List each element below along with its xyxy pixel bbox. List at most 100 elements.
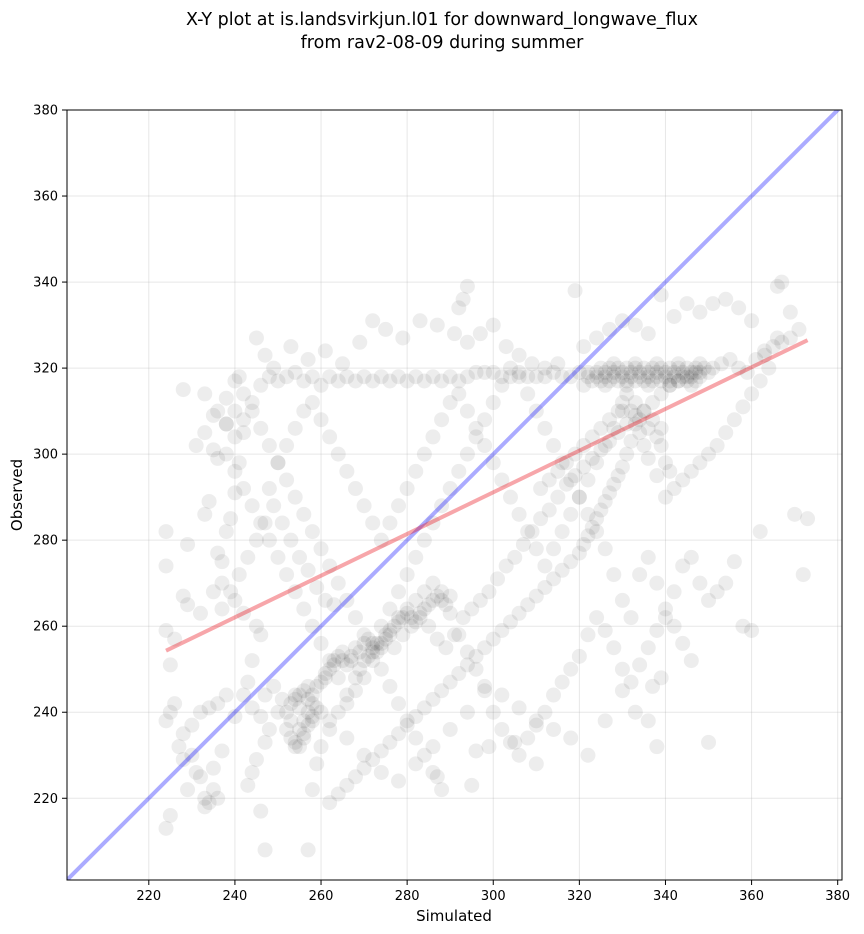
data-point: [692, 364, 708, 380]
data-point: [679, 369, 695, 385]
data-point: [205, 407, 221, 423]
data-point: [800, 511, 816, 527]
data-point: [429, 317, 445, 333]
data-point: [382, 627, 398, 643]
data-point: [287, 734, 303, 750]
data-point: [227, 463, 243, 479]
data-point: [227, 403, 243, 419]
data-point: [326, 653, 342, 669]
data-point: [257, 842, 273, 858]
data-point: [416, 601, 432, 617]
data-point: [494, 623, 510, 639]
data-point: [236, 605, 252, 621]
data-point: [378, 321, 394, 337]
data-point: [726, 554, 742, 570]
data-point: [769, 330, 785, 346]
data-point: [524, 524, 540, 540]
data-point: [391, 696, 407, 712]
data-point: [317, 592, 333, 608]
data-point: [304, 713, 320, 729]
data-point: [692, 369, 708, 385]
data-point: [546, 541, 562, 557]
data-point: [459, 278, 475, 294]
data-point: [675, 364, 691, 380]
data-point: [158, 524, 174, 540]
data-point: [330, 786, 346, 802]
data-point: [597, 713, 613, 729]
data-point: [382, 623, 398, 639]
data-point: [236, 481, 252, 497]
data-point: [511, 506, 527, 522]
plot-frame: [66, 109, 843, 881]
data-point: [416, 532, 432, 548]
data-point: [498, 339, 514, 355]
data-point: [580, 472, 596, 488]
data-point: [382, 515, 398, 531]
data-point: [619, 446, 635, 462]
data-point: [266, 360, 282, 376]
data-point: [356, 498, 372, 514]
data-point: [408, 549, 424, 565]
data-point: [563, 369, 579, 385]
data-point: [425, 369, 441, 385]
data-point: [636, 373, 652, 389]
data-point: [606, 567, 622, 583]
data-point: [292, 549, 307, 565]
data-point: [236, 687, 252, 703]
data-point: [416, 373, 432, 389]
data-point: [339, 696, 355, 712]
data-point: [688, 364, 704, 380]
data-point: [352, 644, 368, 660]
data-point: [787, 506, 803, 522]
data-point: [373, 743, 389, 759]
data-point: [546, 687, 562, 703]
data-point: [205, 442, 221, 458]
data-point: [580, 627, 596, 643]
data-point: [636, 403, 652, 419]
data-point: [425, 691, 441, 707]
data-point: [589, 524, 605, 540]
data-point: [701, 592, 717, 608]
data-point: [279, 369, 295, 385]
data-point: [632, 657, 648, 673]
data-point: [158, 623, 174, 639]
data-point: [709, 584, 725, 600]
data-point: [304, 524, 320, 540]
data-point: [477, 364, 493, 380]
data-point: [322, 713, 338, 729]
data-point: [537, 579, 553, 595]
data-point: [197, 790, 213, 806]
data-point: [571, 364, 587, 380]
data-point: [253, 627, 269, 643]
data-point: [679, 296, 695, 312]
data-point: [722, 351, 738, 367]
data-point: [313, 412, 329, 428]
data-point: [675, 369, 691, 385]
data-point: [511, 347, 527, 363]
data-point: [653, 670, 669, 686]
data-point: [662, 360, 678, 376]
data-point: [356, 670, 372, 686]
data-point: [623, 674, 639, 690]
data-point: [442, 395, 458, 411]
data-point: [610, 373, 626, 389]
data-point: [520, 369, 536, 385]
data-point: [485, 455, 501, 471]
data-point: [679, 360, 695, 376]
data-point: [468, 743, 484, 759]
data-point: [602, 360, 617, 376]
data-point: [399, 717, 415, 733]
data-point: [675, 558, 691, 574]
data-point: [322, 721, 338, 737]
data-point: [313, 541, 329, 557]
data-point: [765, 339, 781, 355]
data-point: [391, 614, 407, 630]
data-point: [218, 446, 234, 462]
data-point: [623, 610, 639, 626]
data-point: [662, 463, 678, 479]
data-point: [373, 764, 389, 780]
x-tick-label: 380: [825, 889, 850, 904]
data-point: [304, 709, 320, 725]
data-point: [227, 709, 243, 725]
data-point: [201, 795, 217, 811]
